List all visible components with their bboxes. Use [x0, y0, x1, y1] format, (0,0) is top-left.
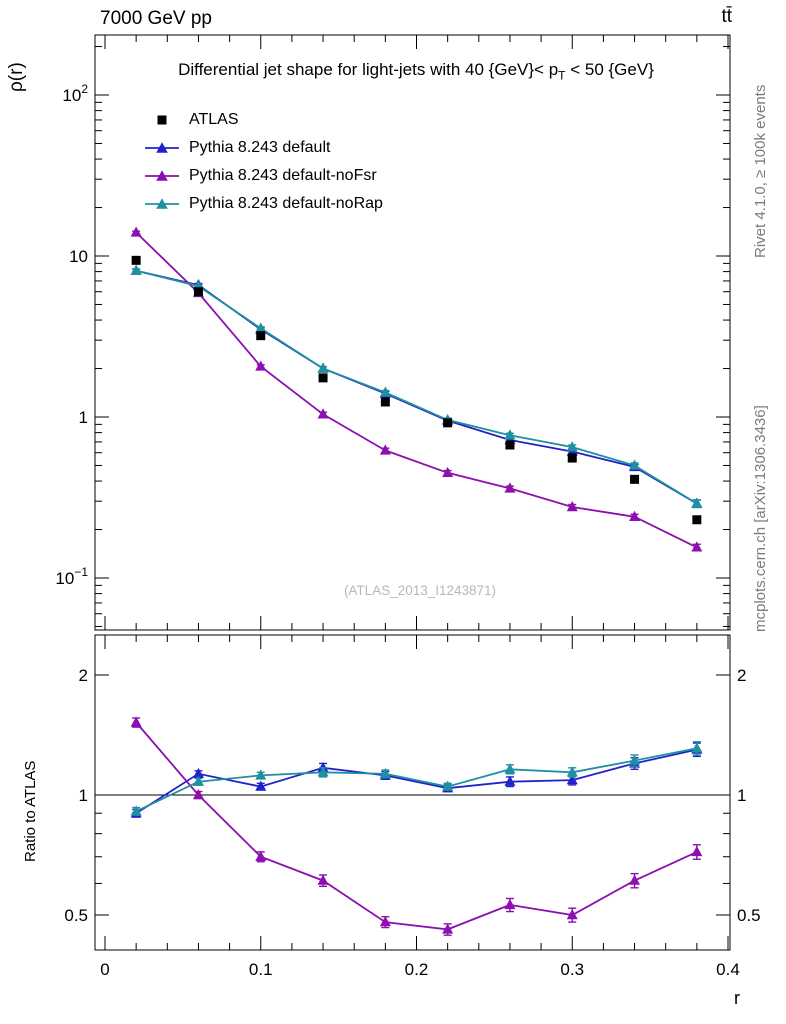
legend-item-pythia-norap: Pythia 8.243 default-noRap: [145, 190, 383, 218]
mcplots-credit-label: mcplots.cern.ch [arXiv:1306.3436]: [752, 405, 769, 632]
legend-label-pythia-norap: Pythia 8.243 default-noRap: [189, 195, 383, 212]
ratio-y-axis-title: Ratio to ATLAS: [22, 760, 39, 862]
svg-text:0.1: 0.1: [249, 960, 273, 979]
triangle-line-marker-icon: [145, 197, 179, 211]
y-axis-title: ρ(r): [6, 62, 27, 92]
svg-text:0.3: 0.3: [560, 960, 584, 979]
svg-text:0.4: 0.4: [716, 960, 740, 979]
rivet-version-label: Rivet 4.1.0, ≥ 100k events: [752, 84, 769, 258]
svg-text:0: 0: [100, 960, 109, 979]
svg-text:1: 1: [737, 786, 746, 805]
plot-title: Differential jet shape for light-jets wi…: [66, 60, 766, 82]
legend-item-pythia-nofsr: Pythia 8.243 default-noFsr: [145, 162, 383, 190]
svg-text:1: 1: [79, 408, 88, 427]
legend-label-atlas: ATLAS: [189, 111, 239, 128]
svg-text:2: 2: [79, 666, 88, 685]
atlas-square-marker-icon: [145, 113, 179, 127]
legend-label-pythia-nofsr: Pythia 8.243 default-noFsr: [189, 167, 377, 184]
svg-text:0.5: 0.5: [737, 906, 761, 925]
legend-item-pythia-default: Pythia 8.243 default: [145, 134, 383, 162]
plot-title-pre: Differential jet shape for light-jets wi…: [178, 60, 559, 79]
plot-title-sub: T: [558, 68, 566, 83]
legend: ATLAS Pythia 8.243 default Pythia 8.243 …: [145, 106, 383, 218]
svg-text:10−1: 10−1: [55, 565, 88, 588]
svg-text:2: 2: [737, 666, 746, 685]
triangle-line-marker-icon: [145, 169, 179, 183]
svg-text:0.2: 0.2: [405, 960, 429, 979]
svg-text:10: 10: [69, 247, 88, 266]
beam-energy-label: 7000 GeV pp: [100, 8, 212, 29]
process-label: tt̄: [721, 6, 732, 27]
svg-text:0.5: 0.5: [64, 906, 88, 925]
svg-text:1: 1: [79, 786, 88, 805]
triangle-line-marker-icon: [145, 141, 179, 155]
analysis-watermark: (ATLAS_2013_I1243871): [343, 583, 497, 598]
legend-item-atlas: ATLAS: [145, 106, 383, 134]
svg-text:102: 102: [62, 82, 88, 105]
legend-label-pythia-default: Pythia 8.243 default: [189, 139, 331, 156]
x-axis-title: r: [734, 988, 740, 1008]
plot-title-post: < 50 {GeV}: [565, 60, 654, 79]
